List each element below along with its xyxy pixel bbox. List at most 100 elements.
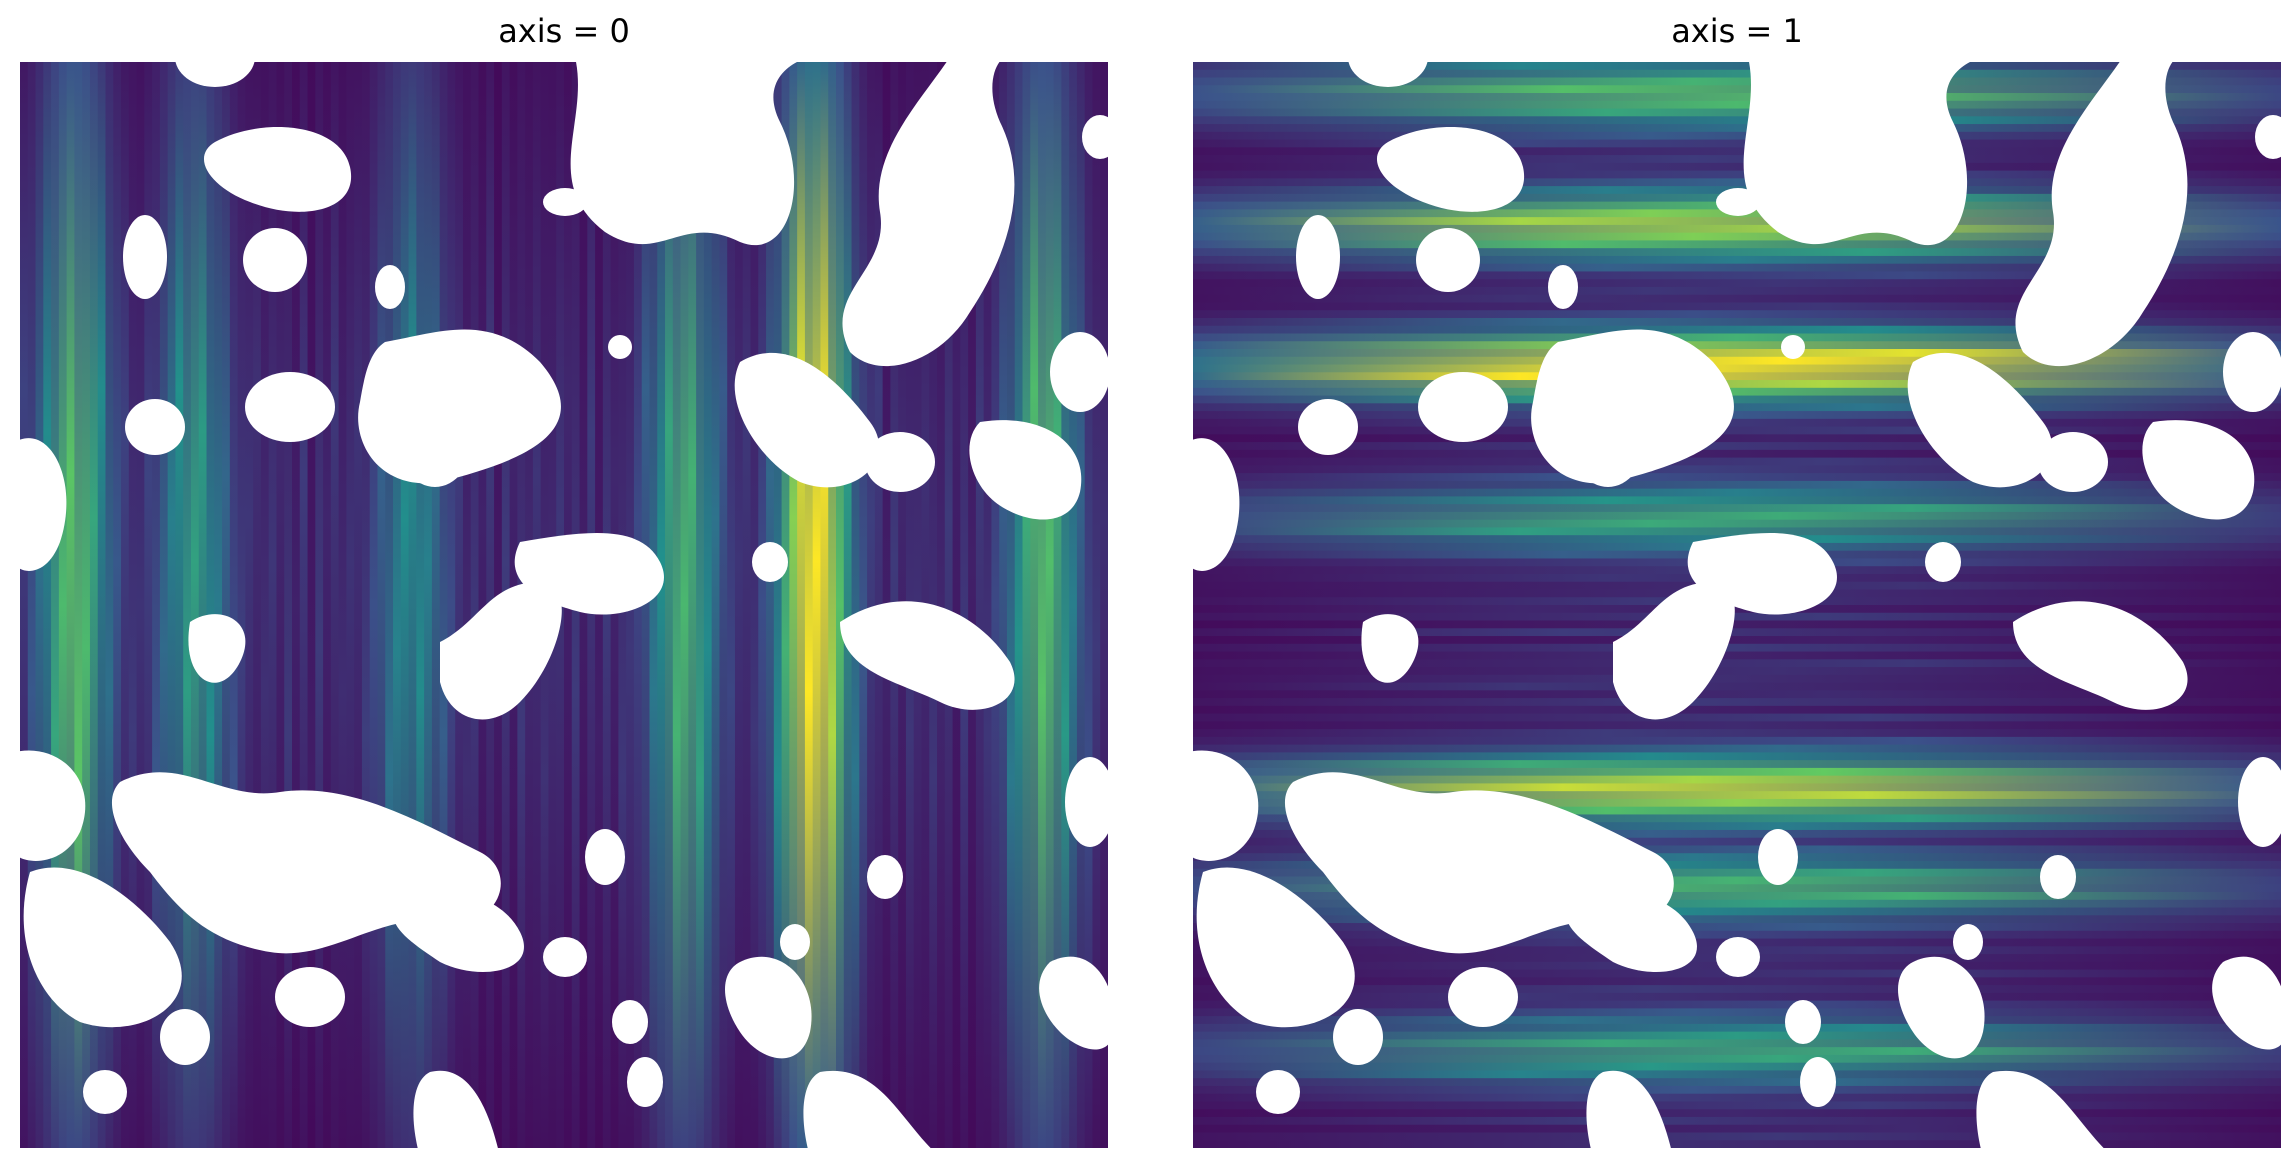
mask-blob (1758, 829, 1798, 885)
mask-blob (23, 867, 182, 1028)
heatmap-column (727, 62, 736, 1148)
heatmap-column (672, 62, 682, 1148)
heatmap-column (190, 62, 200, 1148)
heatmap-column (867, 62, 876, 1148)
heatmap-column (1045, 62, 1055, 1148)
heatmap-column (851, 62, 860, 1148)
mask-blob (1193, 750, 1259, 861)
heatmap-row (1193, 1132, 2281, 1141)
heatmap-row (1193, 349, 2281, 358)
heatmap-row (1193, 612, 2281, 622)
heatmap-column (797, 62, 806, 1148)
heatmap-column (1100, 62, 1108, 1148)
heatmap-column (937, 62, 946, 1148)
heatmap-column (952, 62, 961, 1148)
mask-blob (902, 125, 978, 189)
heatmap-row (1193, 884, 2281, 893)
heatmap-column (284, 62, 293, 1148)
heatmap-row (1193, 651, 2281, 660)
heatmap-column (400, 62, 410, 1148)
heatmap-column (198, 62, 208, 1148)
mask-blob (243, 228, 307, 292)
heatmap-column (836, 62, 845, 1148)
heatmap-column (245, 62, 254, 1148)
mask-blob (570, 62, 798, 245)
heatmap-row (1193, 333, 2281, 342)
mask-blob (725, 956, 812, 1059)
mask-blob (1348, 62, 1428, 87)
heatmap-row (1193, 317, 2281, 327)
mask-blob (397, 387, 473, 487)
heatmap-column (214, 62, 223, 1148)
mask-blob (275, 967, 345, 1027)
heatmap-column (711, 62, 721, 1148)
heatmap-column (804, 62, 814, 1148)
heatmap-column (1061, 62, 1070, 1148)
heatmap-row (1193, 69, 2281, 79)
heatmap-column (1069, 62, 1078, 1148)
heatmap-row (1193, 1078, 2281, 1087)
heatmap-column (105, 62, 114, 1148)
heatmap-row (1193, 325, 2281, 335)
mask-blob (2255, 115, 2281, 159)
mask-blob (803, 1070, 931, 1148)
heatmap-row (1193, 108, 2281, 117)
heatmap-row (1193, 310, 2281, 319)
heatmap-row (1193, 504, 2281, 513)
heatmap-row (1193, 674, 2281, 684)
mask-blob (969, 420, 1082, 520)
mask-blob (1296, 215, 1340, 299)
heatmap-row (1193, 798, 2281, 808)
mask-blob (2238, 757, 2281, 847)
mask-blob (203, 127, 352, 212)
heatmap-column (462, 62, 472, 1148)
heatmap-column (1006, 62, 1016, 1148)
heatmap-row (1193, 170, 2281, 179)
heatmap-column (991, 62, 1000, 1148)
heatmap-row (1193, 915, 2281, 924)
masked-region (20, 62, 1108, 1148)
heatmap-row (1193, 705, 2281, 715)
heatmap-column (330, 62, 340, 1148)
heatmap-column (237, 62, 246, 1148)
mask-blob (245, 372, 335, 442)
mask-blob (1416, 228, 1480, 292)
heatmap-column (478, 62, 487, 1148)
heatmap-column (665, 62, 674, 1148)
heatmap-column (35, 62, 44, 1148)
heatmap-column (1022, 62, 1031, 1148)
heatmap-column (843, 62, 853, 1148)
heatmap-column (1076, 62, 1086, 1148)
mask-blob (1743, 62, 1971, 245)
mask-blob (2038, 432, 2108, 492)
heatmap-column (183, 62, 192, 1148)
heatmap-row (1193, 224, 2281, 234)
masked-region (1193, 62, 2281, 1148)
heatmap-row (1193, 519, 2281, 529)
heatmap-row (1193, 403, 2281, 412)
heatmap-row (1193, 985, 2281, 994)
heatmap-column (455, 62, 464, 1148)
heatmap-column (51, 62, 60, 1148)
heatmap-row (1193, 77, 2281, 86)
heatmap-column (641, 62, 651, 1148)
heatmap-row (1193, 620, 2281, 629)
heatmap-column (680, 62, 689, 1148)
heatmap-row (1193, 605, 2281, 614)
heatmap-column (439, 62, 449, 1148)
heatmap-row (1193, 100, 2281, 110)
heatmap-row (1193, 480, 2281, 490)
heatmap-row (1193, 682, 2281, 691)
heatmap-row (1193, 488, 2281, 497)
mask-blob (1039, 956, 1108, 1050)
heatmap-row (1193, 426, 2281, 435)
heatmap-row (1193, 829, 2281, 839)
mask-blob (840, 601, 1015, 710)
mask-blob (1196, 867, 1355, 1028)
heatmap-row (1193, 775, 2281, 785)
heatmap-row (1193, 636, 2281, 645)
heatmap-row (1193, 690, 2281, 699)
mask-blob (1050, 332, 1108, 412)
heatmap-column (136, 62, 145, 1148)
mask-blob (1953, 924, 1983, 960)
